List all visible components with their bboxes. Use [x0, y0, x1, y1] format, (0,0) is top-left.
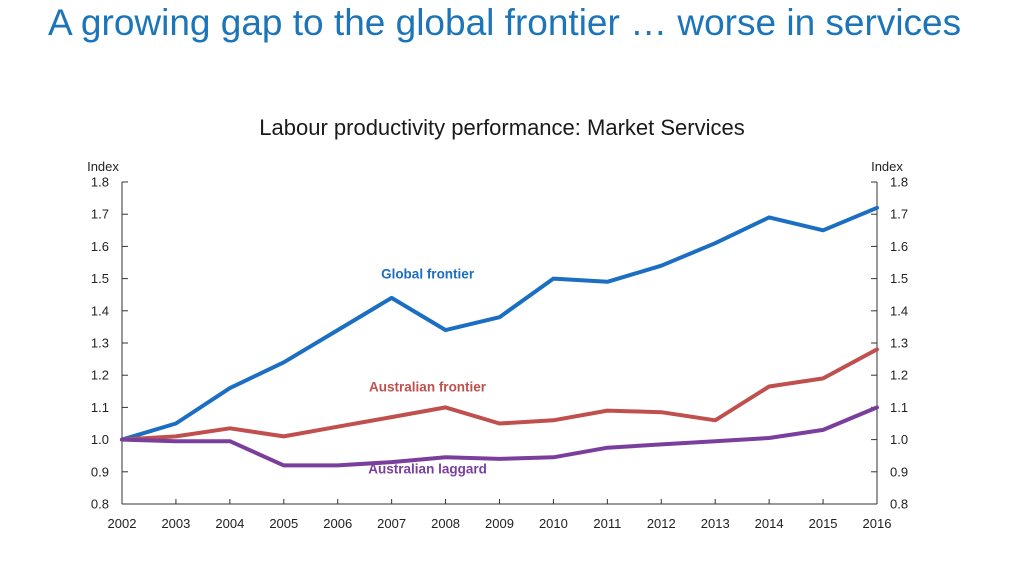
slide-title: A growing gap to the global frontier … w… [48, 2, 962, 43]
x-tick-label: 2007 [377, 516, 406, 531]
global-frontier-line [120, 205, 879, 442]
left-y-tick-label: 1.4 [91, 303, 109, 318]
right-y-tick-label: 1.8 [890, 175, 908, 190]
left-y-tick-label: 1.7 [91, 207, 109, 222]
right-y-tick-label: 1.4 [890, 303, 908, 318]
x-tick-label: 2010 [539, 516, 568, 531]
right-axis-unit: Index [871, 159, 903, 174]
x-tick-label: 2008 [431, 516, 460, 531]
left-y-tick-label: 1.2 [91, 368, 109, 383]
right-y-tick-label: 1.6 [890, 239, 908, 254]
x-tick-label: 2005 [269, 516, 298, 531]
left-y-tick-label: 0.8 [91, 497, 109, 512]
australian-laggard-label: Australian laggard [368, 461, 487, 476]
left-y-tick-label: 1.3 [91, 336, 109, 351]
right-y-tick-label: 1.1 [890, 400, 908, 415]
right-y-tick-label: 1.5 [890, 271, 908, 286]
x-tick-label: 2011 [593, 516, 621, 531]
x-tick-label: 2012 [647, 516, 676, 531]
left-y-tick-label: 1.6 [91, 239, 109, 254]
right-y-tick-label: 1.2 [890, 368, 908, 383]
chart-title: Labour productivity performance: Market … [259, 115, 745, 140]
x-tick-label: 2003 [161, 516, 190, 531]
right-y-tick-label: 0.8 [890, 497, 908, 512]
left-y-tick-label: 0.9 [91, 464, 109, 479]
x-tick-label: 2016 [863, 516, 892, 531]
x-tick-label: 2013 [701, 516, 730, 531]
x-tick-label: 2015 [809, 516, 838, 531]
x-tick-label: 2009 [485, 516, 514, 531]
left-y-tick-label: 1.1 [91, 400, 109, 415]
australian-laggard-line [120, 405, 879, 468]
x-tick-label: 2002 [108, 516, 137, 531]
right-y-tick-label: 1.3 [890, 336, 908, 351]
left-y-tick-label: 1.0 [91, 432, 109, 447]
right-y-tick-label: 0.9 [890, 464, 908, 479]
left-y-tick-label: 1.8 [91, 175, 109, 190]
x-tick-label: 2006 [323, 516, 352, 531]
australian-frontier-label: Australian frontier [369, 379, 487, 394]
left-y-tick-label: 1.5 [91, 271, 109, 286]
x-tick-label: 2004 [215, 516, 244, 531]
global-frontier-label: Global frontier [381, 267, 475, 282]
x-tick-label: 2014 [755, 516, 784, 531]
australian-frontier-line [120, 347, 879, 442]
right-y-tick-label: 1.0 [890, 432, 908, 447]
left-axis-unit: Index [87, 159, 119, 174]
right-y-tick-label: 1.7 [890, 207, 908, 222]
